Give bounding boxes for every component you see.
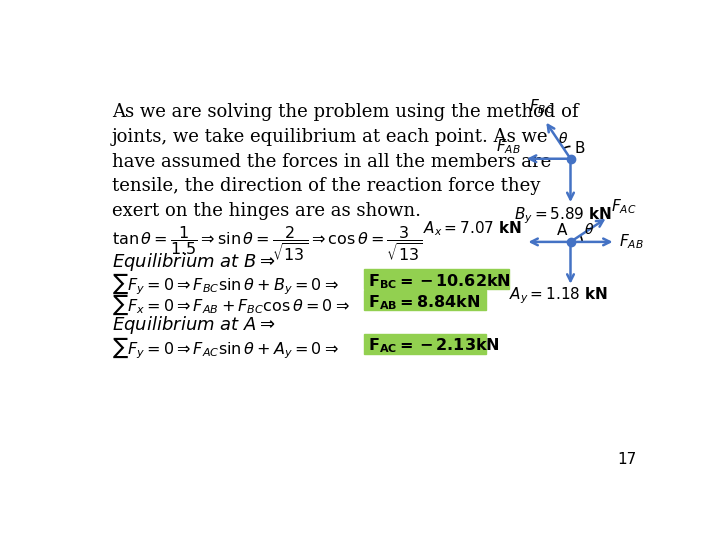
- Text: B: B: [575, 140, 585, 156]
- Text: $F_{AB}$: $F_{AB}$: [496, 138, 521, 157]
- Text: $A_x = 7.07\ \mathbf{kN}$: $A_x = 7.07\ \mathbf{kN}$: [423, 219, 523, 238]
- Text: 17: 17: [617, 452, 636, 467]
- Text: $\mathit{Equilibrium\ at\ B}\Rightarrow$: $\mathit{Equilibrium\ at\ B}\Rightarrow$: [112, 251, 276, 273]
- Text: exert on the hinges are as shown.: exert on the hinges are as shown.: [112, 202, 420, 220]
- Text: $\mathbf{F_{AC}=-2.13kN}$: $\mathbf{F_{AC}=-2.13kN}$: [368, 336, 500, 355]
- Text: $F_{AC}$: $F_{AC}$: [611, 197, 636, 215]
- Text: $\tan\theta=\dfrac{1}{1.5}\Rightarrow\sin\theta=\dfrac{2}{\sqrt{13}}\Rightarrow\: $\tan\theta=\dfrac{1}{1.5}\Rightarrow\si…: [112, 225, 423, 264]
- Text: $\mathit{Equilibrium\ at\ A}\Rightarrow$: $\mathit{Equilibrium\ at\ A}\Rightarrow$: [112, 314, 276, 336]
- Text: $B_y = 5.89\ \mathbf{kN}$: $B_y = 5.89\ \mathbf{kN}$: [514, 205, 612, 226]
- Text: $\sum F_x=0\Rightarrow F_{AB}+F_{BC}\cos\theta=0\Rightarrow$: $\sum F_x=0\Rightarrow F_{AB}+F_{BC}\cos…: [112, 293, 349, 317]
- FancyBboxPatch shape: [364, 269, 509, 289]
- Text: $\mathbf{F_{BC}=-10.62kN}$: $\mathbf{F_{BC}=-10.62kN}$: [368, 272, 511, 291]
- FancyBboxPatch shape: [364, 291, 486, 310]
- Text: $\theta$: $\theta$: [585, 222, 595, 237]
- Text: As we are solving the problem using the method of: As we are solving the problem using the …: [112, 103, 578, 122]
- Text: $F_{BC}$: $F_{BC}$: [529, 98, 554, 117]
- Text: $\sum F_y=0\Rightarrow F_{AC}\sin\theta+A_y=0\Rightarrow$: $\sum F_y=0\Rightarrow F_{AC}\sin\theta+…: [112, 336, 338, 361]
- Text: A: A: [557, 223, 567, 238]
- Text: $\mathbf{F_{AB}=8.84kN}$: $\mathbf{F_{AB}=8.84kN}$: [368, 294, 480, 312]
- FancyBboxPatch shape: [364, 334, 486, 354]
- Text: $F_{AB}$: $F_{AB}$: [618, 233, 643, 251]
- Text: $A_y = 1.18\ \mathbf{kN}$: $A_y = 1.18\ \mathbf{kN}$: [509, 285, 608, 306]
- Text: joints, we take equilibrium at each point. As we: joints, we take equilibrium at each poin…: [112, 128, 548, 146]
- Text: tensile, the direction of the reaction force they: tensile, the direction of the reaction f…: [112, 177, 540, 195]
- Text: have assumed the forces in all the members are: have assumed the forces in all the membe…: [112, 153, 551, 171]
- Text: $\theta$: $\theta$: [558, 131, 568, 146]
- Text: $\sum F_y=0\Rightarrow F_{BC}\sin\theta+B_y=0\Rightarrow$: $\sum F_y=0\Rightarrow F_{BC}\sin\theta+…: [112, 271, 338, 296]
